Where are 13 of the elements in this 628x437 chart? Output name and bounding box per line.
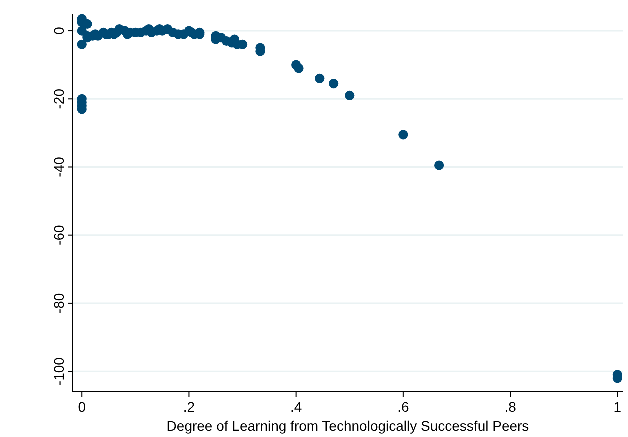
y-tick-label: -100 xyxy=(51,357,67,386)
y-tick-label: -80 xyxy=(51,293,67,314)
x-tick-label: 0 xyxy=(78,399,86,415)
x-tick-label: .6 xyxy=(398,399,410,415)
x-tick-label: .2 xyxy=(183,399,196,415)
y-tick-label: -20 xyxy=(51,88,67,110)
x-axis-title: Degree of Learning from Technologically Successful Peers xyxy=(166,418,530,434)
x-tick-label: .4 xyxy=(290,399,302,415)
x-tick-label: .8 xyxy=(504,399,517,415)
y-tick-label: -40 xyxy=(51,156,67,178)
y-tick-label: -60 xyxy=(51,225,67,246)
x-tick-label: 1 xyxy=(614,399,622,415)
y-tick-label: 0 xyxy=(51,26,67,35)
